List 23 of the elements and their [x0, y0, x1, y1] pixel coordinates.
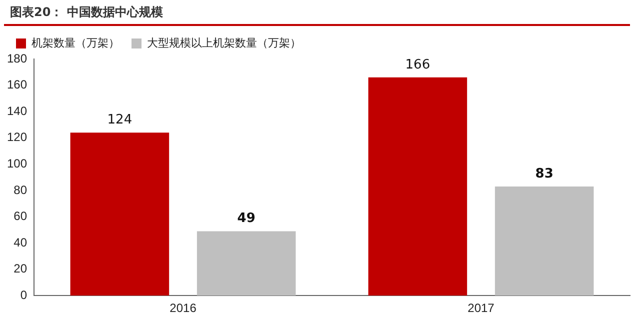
y-tick-label: 40: [14, 235, 28, 250]
y-tick-label: 180: [6, 51, 28, 66]
data-label: 83: [535, 166, 554, 182]
y-tick-label: 0: [20, 288, 28, 302]
bar: [196, 231, 296, 296]
chart-title: 图表20： 中国数据中心规模: [4, 0, 630, 26]
data-label: 49: [237, 211, 256, 226]
x-tick-label: 2017: [468, 301, 495, 316]
data-label: 124: [107, 112, 132, 128]
bar: [368, 77, 468, 296]
legend-label: 机架数量（万架）: [32, 36, 120, 50]
y-tick-label: 120: [6, 130, 28, 144]
data-label: 166: [405, 57, 430, 72]
y-tick-label: 80: [14, 182, 28, 197]
x-tick-label: 2016: [170, 301, 197, 316]
y-tick-label: 100: [6, 156, 28, 170]
y-tick-label: 20: [14, 262, 28, 276]
y-tick-label: 60: [14, 209, 28, 224]
bar: [494, 186, 594, 296]
y-tick-label: 160: [6, 78, 28, 92]
y-tick-label: 140: [6, 104, 28, 118]
legend-label: 大型规模以上机架数量（万架）: [147, 36, 301, 50]
bar: [70, 132, 170, 296]
